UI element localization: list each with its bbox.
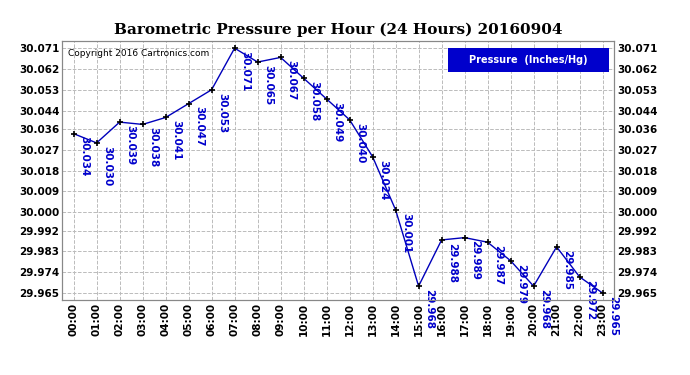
Text: 29.968: 29.968 (539, 289, 549, 329)
Text: 29.988: 29.988 (447, 243, 457, 283)
Text: 29.985: 29.985 (562, 250, 572, 290)
Text: 30.067: 30.067 (286, 60, 296, 100)
Text: 30.049: 30.049 (332, 102, 342, 142)
Title: Barometric Pressure per Hour (24 Hours) 20160904: Barometric Pressure per Hour (24 Hours) … (114, 23, 562, 37)
Text: 30.038: 30.038 (148, 127, 158, 168)
Text: Copyright 2016 Cartronics.com: Copyright 2016 Cartronics.com (68, 49, 209, 58)
Text: 30.034: 30.034 (79, 136, 89, 177)
Text: 30.041: 30.041 (171, 120, 181, 160)
Text: 30.071: 30.071 (240, 51, 250, 92)
Text: 29.968: 29.968 (424, 289, 434, 329)
Text: 29.987: 29.987 (493, 245, 503, 285)
Text: 30.053: 30.053 (217, 93, 227, 133)
Text: 30.024: 30.024 (378, 159, 388, 200)
Text: 30.001: 30.001 (401, 213, 411, 253)
Text: 29.989: 29.989 (470, 240, 480, 280)
Text: 29.965: 29.965 (608, 296, 618, 336)
Text: 30.040: 30.040 (355, 123, 365, 163)
Text: 30.065: 30.065 (263, 65, 273, 105)
Text: 29.979: 29.979 (516, 264, 526, 303)
Text: 30.058: 30.058 (309, 81, 319, 121)
Text: 30.047: 30.047 (194, 106, 204, 147)
Text: 30.039: 30.039 (125, 125, 135, 165)
Text: 30.030: 30.030 (102, 146, 112, 186)
Text: 29.972: 29.972 (585, 280, 595, 320)
